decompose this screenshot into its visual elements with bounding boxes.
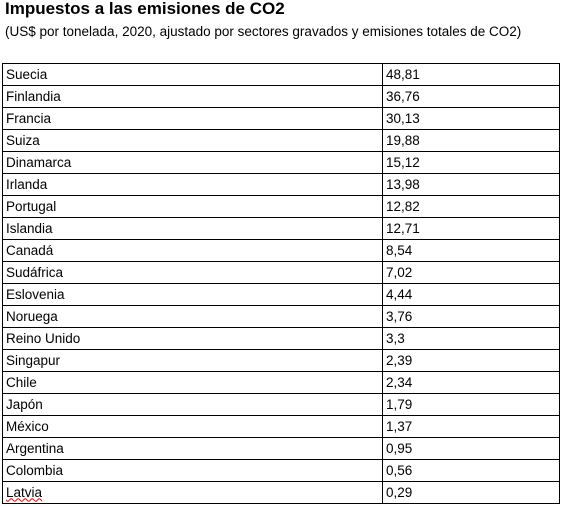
value-cell: 0,95 <box>382 437 560 460</box>
value-cell: 3,3 <box>382 327 560 350</box>
country-cell: Suecia <box>2 63 383 86</box>
country-cell: México <box>2 415 383 438</box>
country-cell: Singapur <box>2 349 383 372</box>
country-name: Suecia <box>6 66 48 82</box>
table-row: Islandia 12,71 <box>2 217 560 240</box>
country-name: Irlanda <box>6 176 48 192</box>
country-cell: Dinamarca <box>2 151 383 174</box>
country-name: Singapur <box>6 352 61 368</box>
table-row: Eslovenia 4,44 <box>2 283 560 306</box>
country-name: Reino Unido <box>6 330 81 346</box>
country-name: Noruega <box>6 308 58 324</box>
table-row: Japón 1,79 <box>2 393 560 416</box>
table-row: Noruega 3,76 <box>2 305 560 328</box>
table-row: Finlandia 36,76 <box>2 85 560 108</box>
table-row: Latvia 0,29 <box>2 481 560 504</box>
subtitle: (US$ por tonelada, 2020, ajustado por se… <box>5 24 522 39</box>
country-cell: Colombia <box>2 459 383 482</box>
table-row: Suecia 48,81 <box>2 63 560 86</box>
value-cell: 30,13 <box>382 107 560 130</box>
value-cell: 48,81 <box>382 63 560 86</box>
country-cell: Argentina <box>2 437 383 460</box>
country-name: Canadá <box>6 242 54 258</box>
value-cell: 15,12 <box>382 151 560 174</box>
country-name: Japón <box>6 396 43 412</box>
value-cell: 36,76 <box>382 85 560 108</box>
table-body: Suecia 48,81 Finlandia 36,76 Francia 30,13 Sui… <box>2 63 560 504</box>
table-row: Reino Unido 3,3 <box>2 327 560 350</box>
country-cell: Eslovenia <box>2 283 383 306</box>
country-cell: Latvia <box>2 481 383 504</box>
value-cell: 1,79 <box>382 393 560 416</box>
country-cell: Portugal <box>2 195 383 218</box>
country-cell: Francia <box>2 107 383 130</box>
country-name: Chile <box>6 374 37 390</box>
country-name: Colombia <box>6 462 64 478</box>
table-row: Sudáfrica 7,02 <box>2 261 560 284</box>
table-row: México 1,37 <box>2 415 560 438</box>
country-name: Finlandia <box>6 88 61 104</box>
data-table: Suecia 48,81 Finlandia 36,76 Francia 30,13 Sui… <box>2 63 560 504</box>
country-cell: Japón <box>2 393 383 416</box>
value-cell: 12,82 <box>382 195 560 218</box>
table-row: Colombia 0,56 <box>2 459 560 482</box>
country-cell: Finlandia <box>2 85 383 108</box>
value-cell: 19,88 <box>382 129 560 152</box>
table-row: Singapur 2,39 <box>2 349 560 372</box>
table-row: Suiza 19,88 <box>2 129 560 152</box>
value-cell: 0,56 <box>382 459 560 482</box>
country-name: México <box>6 418 49 434</box>
country-name: Francia <box>6 110 52 126</box>
country-name: Eslovenia <box>6 286 65 302</box>
value-cell: 2,34 <box>382 371 560 394</box>
table-row: Francia 30,13 <box>2 107 560 130</box>
country-name: Suiza <box>6 132 40 148</box>
value-cell: 4,44 <box>382 283 560 306</box>
table-row: Dinamarca 15,12 <box>2 151 560 174</box>
value-cell: 3,76 <box>382 305 560 328</box>
country-cell: Suiza <box>2 129 383 152</box>
value-cell: 13,98 <box>382 173 560 196</box>
country-name: Portugal <box>6 198 57 214</box>
country-cell: Canadá <box>2 239 383 262</box>
value-cell: 12,71 <box>382 217 560 240</box>
country-name: Dinamarca <box>6 154 72 170</box>
country-cell: Noruega <box>2 305 383 328</box>
country-cell: Reino Unido <box>2 327 383 350</box>
table-row: Argentina 0,95 <box>2 437 560 460</box>
country-cell: Irlanda <box>2 173 383 196</box>
country-cell: Sudáfrica <box>2 261 383 284</box>
title: Impuestos a las emisiones de CO2 <box>5 0 285 18</box>
country-cell: Chile <box>2 371 383 394</box>
value-cell: 8,54 <box>382 239 560 262</box>
value-cell: 7,02 <box>382 261 560 284</box>
value-cell: 2,39 <box>382 349 560 372</box>
table-row: Portugal 12,82 <box>2 195 560 218</box>
country-name: Sudáfrica <box>6 264 64 280</box>
table-row: Canadá 8,54 <box>2 239 560 262</box>
country-name: Islandia <box>6 220 53 236</box>
country-cell: Islandia <box>2 217 383 240</box>
country-name: Latvia <box>6 484 43 500</box>
value-cell: 1,37 <box>382 415 560 438</box>
table-row: Chile 2,34 <box>2 371 560 394</box>
country-name: Argentina <box>6 440 64 456</box>
value-cell: 0,29 <box>382 481 560 504</box>
table-row: Irlanda 13,98 <box>2 173 560 196</box>
